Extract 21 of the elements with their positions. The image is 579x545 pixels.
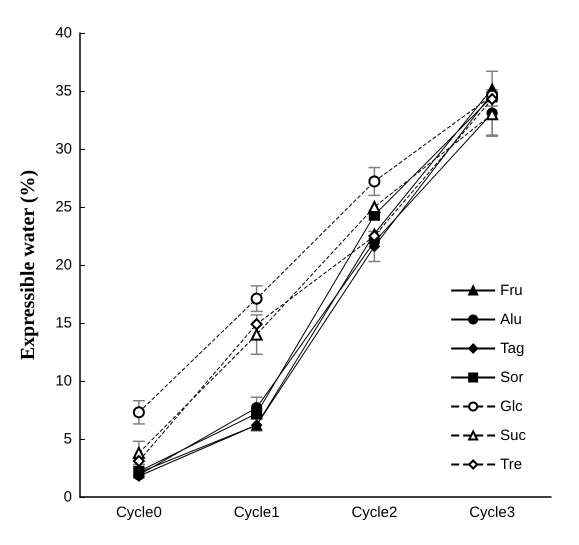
x-tick-label: Cycle1 [234, 504, 280, 521]
y-tick-label: 5 [64, 430, 72, 448]
legend-label: Tag [500, 340, 524, 357]
y-tick-label: 20 [55, 256, 72, 274]
x-tick-label: Cycle0 [116, 504, 162, 521]
y-tick-label: 25 [55, 198, 72, 216]
x-tick-label: Cycle3 [469, 504, 516, 521]
y-tick-label: 40 [55, 24, 72, 42]
y-tick-label: 35 [55, 82, 72, 100]
legend-label: Alu [500, 311, 522, 328]
x-tick-label: Cycle2 [351, 504, 398, 521]
legend-label: Tre [500, 456, 522, 473]
y-tick-label: 15 [55, 314, 72, 332]
y-tick-label: 30 [55, 140, 72, 158]
y-tick-label: 10 [55, 372, 72, 390]
legend-label: Fru [500, 282, 523, 299]
legend-label: Glc [500, 398, 524, 415]
y-axis-title: Expressible water (%) [17, 170, 39, 360]
legend-label: Sor [500, 369, 524, 386]
y-tick-label: 0 [64, 488, 72, 506]
legend-label: Suc [500, 427, 526, 444]
